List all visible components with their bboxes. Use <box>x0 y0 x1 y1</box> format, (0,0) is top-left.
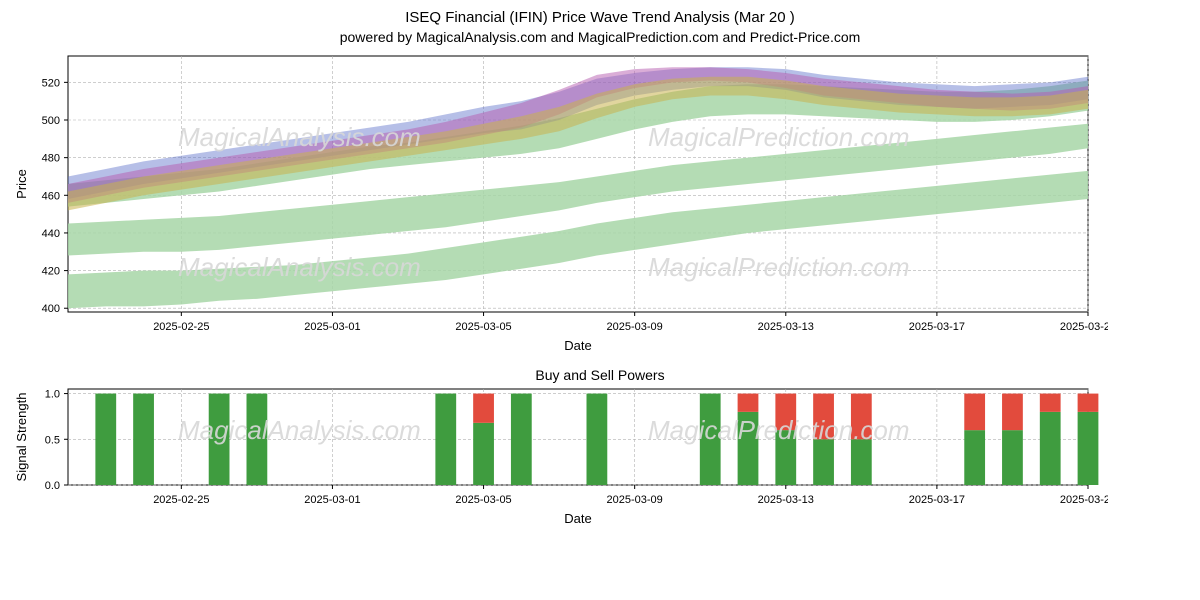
power-x-axis-label: Date <box>564 511 591 526</box>
buy-bar <box>1002 430 1023 485</box>
sell-bar <box>473 393 494 422</box>
price-x-axis-label: Date <box>564 338 591 353</box>
svg-text:2025-03-01: 2025-03-01 <box>304 321 360 333</box>
buy-bar <box>1040 412 1061 485</box>
svg-text:400: 400 <box>42 303 60 315</box>
sell-bar <box>813 393 834 439</box>
svg-text:2025-03-05: 2025-03-05 <box>455 321 511 333</box>
sell-bar <box>1002 393 1023 430</box>
svg-text:2025-03-21: 2025-03-21 <box>1060 494 1108 506</box>
buy-bar <box>133 393 154 484</box>
svg-text:500: 500 <box>42 115 60 127</box>
svg-text:2025-03-13: 2025-03-13 <box>758 494 814 506</box>
buy-bar <box>813 439 834 485</box>
sell-bar <box>1040 393 1061 411</box>
price-chart-svg: 400 420 440 460 480 500 520 2025-02-25 2025-03-0… <box>8 50 1108 360</box>
watermark: MagicalPrediction.com <box>648 252 910 282</box>
svg-text:2025-03-17: 2025-03-17 <box>909 321 965 333</box>
buy-bar <box>209 393 230 484</box>
svg-text:2025-02-25: 2025-02-25 <box>153 494 209 506</box>
svg-text:2025-02-25: 2025-02-25 <box>153 321 209 333</box>
buy-bar <box>738 412 759 485</box>
price-chart-container: 400 420 440 460 480 500 520 2025-02-25 2025-03-0… <box>8 50 1192 365</box>
buy-bar <box>700 393 721 484</box>
sell-bar <box>851 393 872 439</box>
svg-text:480: 480 <box>42 152 60 164</box>
svg-text:420: 420 <box>42 265 60 277</box>
buy-bar <box>473 423 494 485</box>
svg-text:2025-03-09: 2025-03-09 <box>607 494 663 506</box>
sell-bar <box>964 393 985 430</box>
sell-bar <box>738 393 759 411</box>
svg-text:2025-03-17: 2025-03-17 <box>909 494 965 506</box>
buy-bar <box>511 393 532 484</box>
buy-bar <box>964 430 985 485</box>
sell-bar <box>1078 393 1099 411</box>
svg-text:0.0: 0.0 <box>45 480 60 492</box>
power-chart-title: Buy and Sell Powers <box>8 367 1192 383</box>
svg-text:1.0: 1.0 <box>45 388 60 400</box>
svg-text:460: 460 <box>42 190 60 202</box>
svg-text:2025-03-09: 2025-03-09 <box>607 321 663 333</box>
power-chart-svg: 0.0 0.5 1.0 2025-02-25 2025-03-01 2025-03-05 2… <box>8 383 1108 533</box>
svg-text:2025-03-21: 2025-03-21 <box>1060 321 1108 333</box>
buy-bar <box>1078 412 1099 485</box>
buy-bar <box>247 393 268 484</box>
chart-title: ISEQ Financial (IFIN) Price Wave Trend A… <box>8 8 1192 28</box>
svg-text:520: 520 <box>42 77 60 89</box>
svg-text:440: 440 <box>42 228 60 240</box>
buy-bar <box>851 439 872 485</box>
price-y-axis-label: Price <box>14 169 29 199</box>
buy-bar <box>587 393 608 484</box>
sell-bar <box>775 393 796 430</box>
svg-text:0.5: 0.5 <box>45 434 60 446</box>
svg-text:2025-03-05: 2025-03-05 <box>455 494 511 506</box>
svg-text:2025-03-01: 2025-03-01 <box>304 494 360 506</box>
buy-bar <box>775 430 796 485</box>
power-y-axis-label: Signal Strength <box>14 392 29 481</box>
buy-bar <box>435 393 456 484</box>
power-chart-container: 0.0 0.5 1.0 2025-02-25 2025-03-01 2025-03-05 2… <box>8 383 1192 538</box>
svg-text:2025-03-13: 2025-03-13 <box>758 321 814 333</box>
buy-bar <box>95 393 116 484</box>
chart-subtitle: powered by MagicalAnalysis.com and Magic… <box>8 28 1192 46</box>
